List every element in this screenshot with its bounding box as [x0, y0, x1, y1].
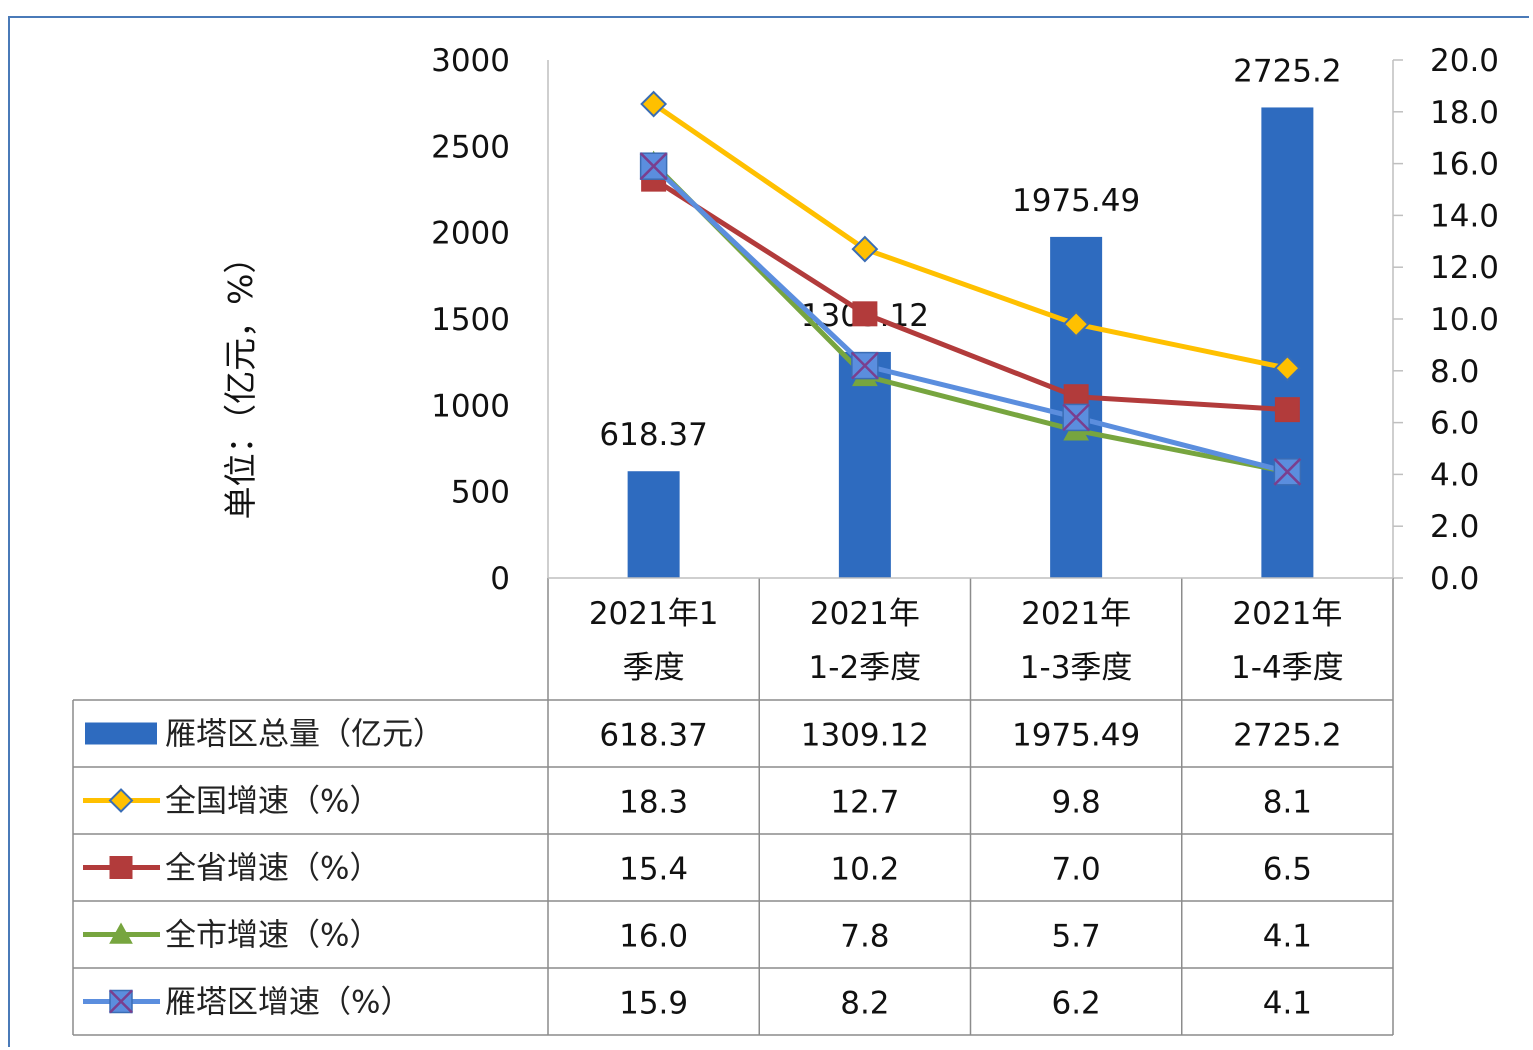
category-label: 2021年 [1021, 596, 1131, 632]
table-cell-value: 7.0 [1051, 852, 1100, 888]
series-marker [1273, 457, 1302, 486]
table-cell-value: 10.2 [830, 852, 899, 888]
bar-data-label: 2725.2 [1233, 53, 1341, 89]
y-right-tick-label: 14.0 [1430, 198, 1499, 234]
table-cell-value: 12.7 [830, 785, 899, 821]
y-right-tick-label: 6.0 [1430, 406, 1479, 442]
table-cell-value: 7.8 [840, 919, 889, 955]
series-marker [850, 351, 879, 380]
category-label: 季度 [623, 650, 685, 686]
chart-frame [8, 16, 1529, 1047]
bar [1261, 107, 1314, 579]
series-marker [1274, 397, 1300, 423]
series-marker [852, 301, 878, 327]
y-left-tick-label: 3000 [431, 43, 510, 79]
y-left-tick-label: 2500 [431, 129, 510, 165]
bar [838, 351, 891, 578]
y-axis-label: 单位：（亿元，%） [221, 241, 260, 520]
legend-key-marker [109, 989, 133, 1014]
y-right-tick-label: 16.0 [1430, 147, 1499, 183]
table-cell-value: 9.8 [1051, 785, 1100, 821]
table-cell-value: 8.2 [840, 986, 889, 1022]
legend-row-label: 全省增速（%） [165, 851, 380, 887]
y-right-tick-label: 2.0 [1430, 509, 1479, 545]
table-cell-value: 15.9 [619, 986, 688, 1022]
series-marker [1062, 403, 1091, 432]
table-cell-value: 8.1 [1263, 785, 1312, 821]
series-line [651, 164, 1288, 475]
y-left-tick-label: 0 [490, 561, 510, 597]
table-cell-value: 1975.49 [1012, 718, 1140, 754]
category-label: 1-3季度 [1020, 650, 1133, 686]
y-right-tick-label: 10.0 [1430, 302, 1499, 338]
category-label: 2021年1 [589, 596, 719, 632]
y-right-tick-label: 8.0 [1430, 354, 1479, 390]
legend-row-label: 雁塔区增速（%） [165, 985, 411, 1021]
series-marker [639, 152, 668, 181]
legend-row-label: 全国增速（%） [165, 784, 380, 820]
series-marker [851, 235, 879, 263]
table-cell-value: 1309.12 [801, 718, 929, 754]
table-cell-value: 2725.2 [1233, 718, 1341, 754]
table-cell-value: 618.37 [599, 718, 707, 754]
legend-key-marker [108, 788, 134, 813]
series-marker [1062, 310, 1090, 338]
category-label: 2021年 [810, 596, 920, 632]
series-line [652, 101, 1288, 371]
y-left-tick-label: 500 [451, 475, 510, 511]
y-right-tick-label: 4.0 [1430, 457, 1479, 493]
table-cell-value: 18.3 [619, 785, 688, 821]
table-cell-value: 4.1 [1263, 919, 1312, 955]
y-left-tick-label: 1500 [431, 302, 510, 338]
bar [627, 471, 680, 578]
y-right-tick-label: 0.0 [1430, 561, 1479, 597]
series-marker [1273, 354, 1301, 382]
bar-data-label: 618.37 [599, 417, 707, 453]
legend-key-marker [109, 922, 133, 944]
legend-key-marker [109, 856, 133, 879]
legend-row-label: 全市增速（%） [165, 918, 380, 954]
series-line [651, 161, 1288, 475]
category-label: 2021年 [1232, 596, 1342, 632]
legend-row-label: 雁塔区总量（亿元） [165, 717, 444, 753]
y-right-tick-label: 18.0 [1430, 95, 1499, 131]
bar-data-label: 1975.49 [1012, 183, 1140, 219]
table-cell-value: 4.1 [1263, 986, 1312, 1022]
y-right-tick-label: 12.0 [1430, 250, 1499, 286]
series-marker [640, 90, 668, 118]
table-cell-value: 15.4 [619, 852, 688, 888]
table-cell-value: 6.2 [1051, 986, 1100, 1022]
legend-key-bar [85, 722, 157, 745]
series-line [652, 177, 1288, 413]
table-cell-value: 16.0 [619, 919, 688, 955]
category-label: 1-4季度 [1231, 650, 1344, 686]
y-left-tick-label: 1000 [431, 388, 510, 424]
y-right-tick-label: 20.0 [1430, 43, 1499, 79]
category-label: 1-2季度 [809, 650, 922, 686]
table-cell-value: 5.7 [1051, 919, 1100, 955]
table-cell-value: 6.5 [1263, 852, 1312, 888]
y-left-tick-label: 2000 [431, 216, 510, 252]
